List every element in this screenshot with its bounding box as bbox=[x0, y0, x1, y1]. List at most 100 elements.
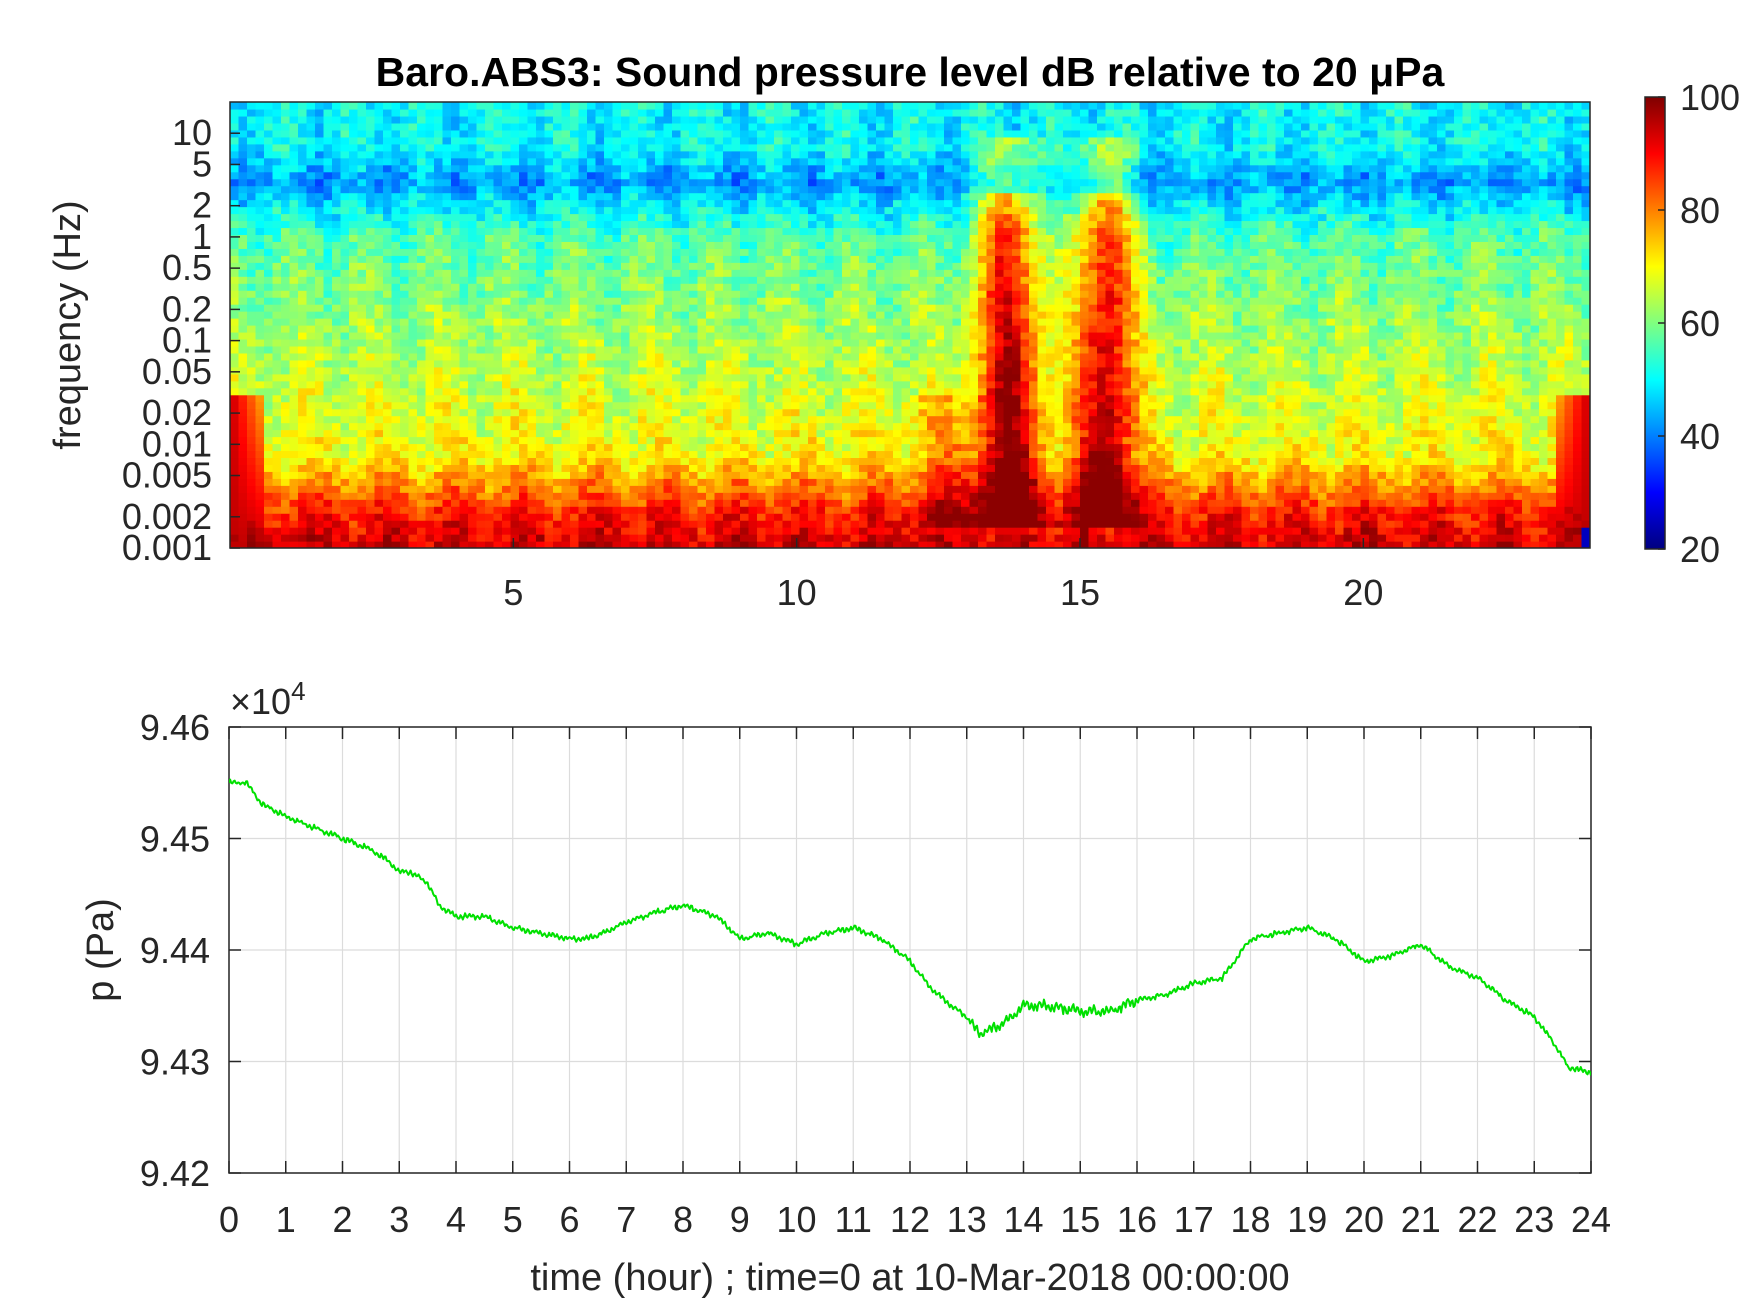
spectrogram-cell bbox=[451, 136, 461, 145]
spectrogram-cell bbox=[247, 108, 257, 117]
spectrogram-cell bbox=[349, 108, 359, 117]
spectrogram-cell bbox=[646, 248, 656, 256]
spectrogram-cell bbox=[825, 283, 835, 291]
spectrogram-cell bbox=[272, 227, 282, 236]
spectrogram-cell bbox=[476, 304, 486, 312]
spectrogram-cell bbox=[714, 457, 724, 465]
spectrogram-cell bbox=[629, 276, 639, 284]
spectrogram-cell bbox=[553, 206, 563, 215]
spectrogram-cell bbox=[825, 325, 835, 333]
spectrogram-cell bbox=[791, 255, 801, 263]
spectrogram-cell bbox=[833, 513, 843, 521]
spectrogram-cell bbox=[876, 157, 886, 166]
spectrogram-cell bbox=[230, 492, 240, 500]
spectrogram-cell bbox=[697, 122, 707, 131]
spectrogram-cell bbox=[782, 157, 792, 166]
spectrogram-cell bbox=[808, 241, 818, 249]
spectrogram-cell bbox=[536, 471, 546, 479]
spectrogram-cell bbox=[570, 520, 580, 528]
spectrogram-cell bbox=[663, 290, 673, 298]
spectrogram-cell bbox=[731, 436, 741, 445]
spectrogram-cell bbox=[417, 527, 427, 535]
spectrogram-cell bbox=[264, 150, 274, 159]
spectrogram-cell bbox=[578, 520, 588, 528]
spectrogram-cell bbox=[672, 499, 682, 507]
spectrogram-cell bbox=[561, 366, 571, 375]
spectrogram-cell bbox=[502, 352, 512, 361]
spectrogram-cell bbox=[604, 115, 614, 124]
spectrogram-cell bbox=[629, 129, 639, 138]
spectrogram-cell bbox=[485, 290, 495, 298]
spectrogram-cell bbox=[646, 290, 656, 298]
spectrogram-cell bbox=[442, 443, 452, 452]
spectrogram-cell bbox=[808, 269, 818, 277]
spectrogram-cell bbox=[272, 248, 282, 256]
spectrogram-cell bbox=[791, 206, 801, 215]
spectrogram-cell bbox=[629, 150, 639, 159]
spectrogram-cell bbox=[357, 401, 367, 410]
spectrogram-cell bbox=[485, 206, 495, 215]
spectrogram-cell bbox=[553, 338, 563, 347]
spectrogram-cell bbox=[349, 485, 359, 493]
spectrogram-cell bbox=[757, 234, 767, 242]
spectrogram-cell bbox=[476, 464, 486, 472]
spectrogram-cell bbox=[646, 150, 656, 159]
spectrogram-cell bbox=[281, 199, 291, 208]
spectrogram-cell bbox=[383, 422, 393, 431]
spectrogram-cell bbox=[442, 206, 452, 215]
spectrogram-cell bbox=[689, 520, 699, 528]
spectrogram-cell bbox=[655, 248, 665, 256]
spectrogram-cell bbox=[612, 331, 622, 340]
spectrogram-cell bbox=[816, 527, 826, 535]
spectrogram-cell bbox=[680, 304, 690, 312]
spectrogram-cell bbox=[825, 527, 835, 535]
spectrogram-cell bbox=[697, 241, 707, 249]
spectrogram-cell bbox=[408, 143, 418, 152]
spectrogram-cell bbox=[595, 102, 605, 110]
spectrogram-cell bbox=[799, 311, 809, 319]
spectrogram-cell bbox=[655, 283, 665, 291]
spectrogram-cell bbox=[757, 318, 767, 326]
spectrogram-cell bbox=[748, 255, 758, 263]
spectrogram-cell bbox=[663, 387, 673, 396]
spectrogram-cell bbox=[434, 436, 444, 445]
spectrogram-cell bbox=[408, 108, 418, 117]
spectrogram-cell bbox=[799, 227, 809, 236]
spectrogram-cell bbox=[527, 352, 537, 361]
spectrogram-cell bbox=[247, 338, 257, 347]
spectrogram-cell bbox=[663, 164, 673, 173]
spectrogram-cell bbox=[587, 471, 597, 479]
spectrogram-cell bbox=[238, 199, 248, 208]
spectrogram-cell bbox=[714, 171, 724, 180]
spectrogram-cell bbox=[391, 311, 401, 319]
spectrogram-cell bbox=[731, 527, 741, 535]
spectrogram-cell bbox=[638, 213, 648, 222]
spectrogram-cell bbox=[808, 122, 818, 131]
spectrogram-cell bbox=[723, 248, 733, 256]
spectrogram-cell bbox=[315, 122, 325, 131]
spectrogram-cell bbox=[536, 499, 546, 507]
spectrogram-cell bbox=[519, 366, 529, 375]
spectrogram-cell bbox=[553, 297, 563, 305]
spectrogram-cell bbox=[748, 248, 758, 256]
spectrogram-cell bbox=[374, 311, 384, 319]
spectrogram-cell bbox=[697, 485, 707, 493]
spectrogram-cell bbox=[502, 241, 512, 249]
spectrogram-cell bbox=[646, 129, 656, 138]
spectrogram-cell bbox=[255, 513, 265, 521]
spectrogram-cell bbox=[459, 464, 469, 472]
spectrogram-cell bbox=[306, 457, 316, 465]
spectrogram-cell bbox=[561, 102, 571, 110]
spectrogram-cell bbox=[527, 102, 537, 110]
spectrogram-cell bbox=[510, 108, 520, 117]
spectrogram-cell bbox=[281, 143, 291, 152]
spectrogram-cell bbox=[587, 492, 597, 500]
spectrogram-cell bbox=[442, 185, 452, 194]
spectrogram-cell bbox=[765, 373, 775, 382]
spectrogram-cell bbox=[272, 129, 282, 138]
spectrogram-cell bbox=[323, 290, 333, 298]
spectrogram-cell bbox=[714, 345, 724, 354]
spectrogram-cell bbox=[468, 534, 478, 542]
spectrogram-cell bbox=[697, 290, 707, 298]
spectrogram-cell bbox=[740, 541, 750, 548]
